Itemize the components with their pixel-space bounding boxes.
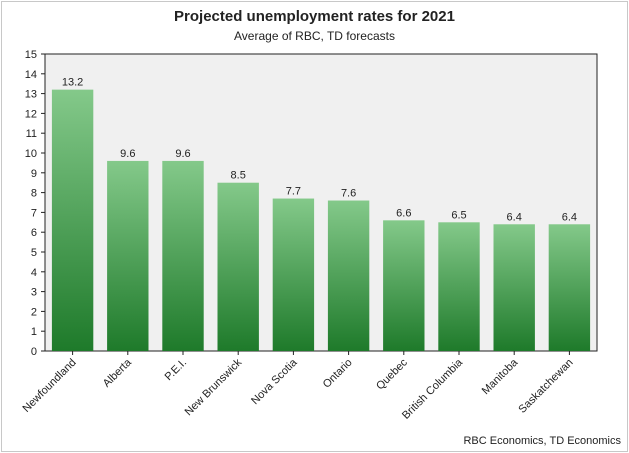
bar [272,198,315,351]
y-tick-label: 12 [25,108,37,120]
bar [383,220,425,351]
y-tick-label: 0 [31,346,37,358]
x-tick-label: Saskatchewan [516,357,575,416]
chart-subtitle: Average of RBC, TD forecasts [234,29,395,43]
data-label: 7.7 [286,186,301,198]
x-axis: Newfoundland Alberta P.E.I.New Brunswick No… [20,351,576,422]
bar [51,89,94,351]
data-label: 8.5 [231,170,246,182]
y-tick-label: 3 [31,287,37,299]
x-tick-label: P.E.I. [163,357,190,384]
y-tick-label: 8 [31,188,37,200]
data-label: 13.2 [62,77,83,89]
data-label: 9.6 [120,148,135,160]
data-label: 7.6 [341,188,356,200]
bar [107,160,149,351]
bar [162,160,204,351]
y-tick-label: 9 [31,168,37,180]
y-tick-label: 11 [26,128,37,140]
y-tick-label: 4 [31,267,37,279]
y-tick-label: 10 [25,148,37,160]
bar [327,200,370,351]
bar [217,182,259,351]
data-label: 6.4 [562,211,577,223]
x-tick-label: Newfoundland [20,357,78,415]
x-tick-label: Nova Scotia [249,356,300,407]
x-tick-label: British Columbia [400,356,466,422]
data-label: 6.4 [507,211,522,223]
y-tick-label: 7 [31,207,37,219]
y-tick-label: 15 [25,49,37,61]
x-tick-label: New Brunswick [183,356,245,418]
bar [493,224,535,351]
source-note: RBC Economics, TD Economics [463,435,621,447]
chart-title: Projected unemployment rates for 2021 [174,8,455,25]
y-tick-label: 6 [31,227,37,239]
data-label: 9.6 [175,148,190,160]
x-tick-label: Quebec [374,356,410,392]
data-label: 6.5 [451,209,466,221]
y-tick-label: 13 [25,89,37,101]
x-tick-label: Ontario [321,357,355,391]
y-tick-label: 2 [31,306,37,318]
y-tick-label: 5 [31,247,37,259]
data-label: 6.6 [396,207,411,219]
x-tick-label: Alberta [101,356,135,390]
bars: 13.2 9.6 9.6 8.5 7.7 7.6 6.6 6.5 6.4 6.4 [51,77,591,351]
bar [548,224,591,351]
x-tick-label: Manitoba [480,356,521,397]
y-tick-label: 1 [31,326,37,338]
y-tick-label: 14 [25,69,37,81]
bar [438,222,480,351]
